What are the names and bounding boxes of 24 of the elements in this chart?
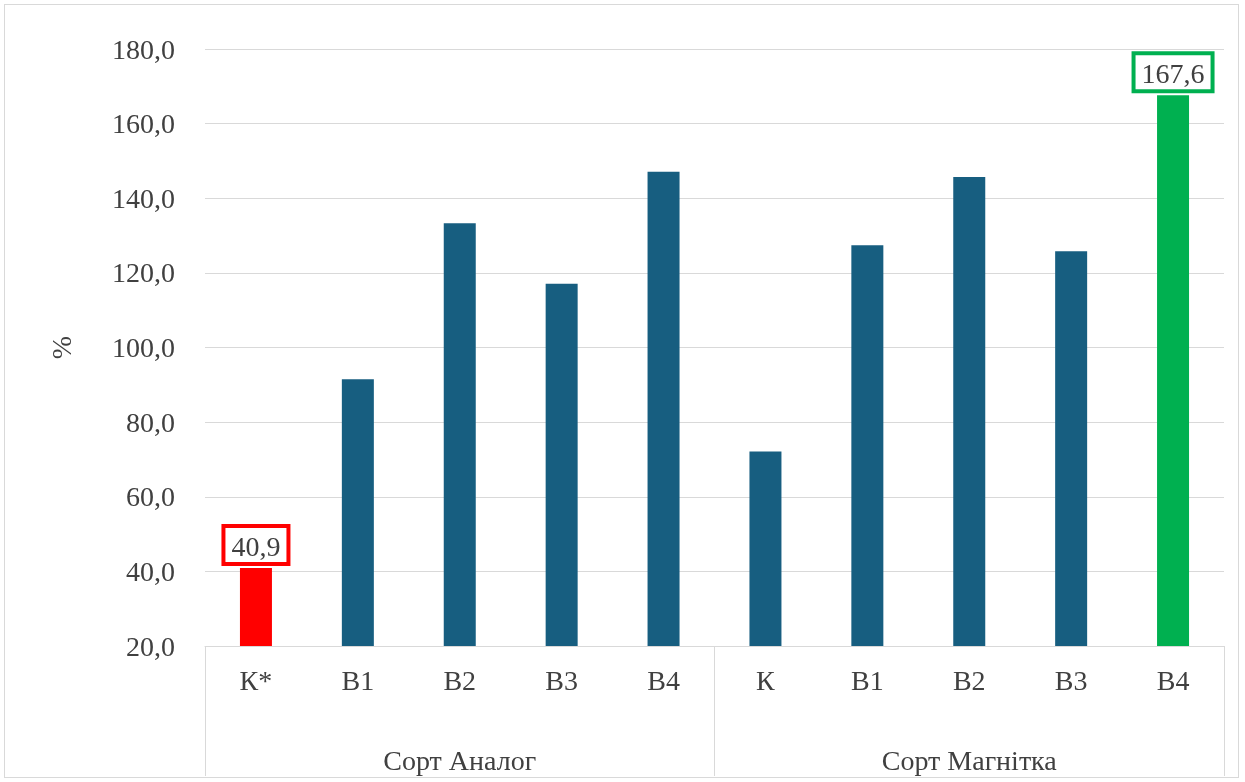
y-tick-label: 180,0 [112,33,175,65]
x-tick-label: В1 [341,664,375,696]
y-tick-label: 80,0 [126,406,175,438]
y-tick-label: 100,0 [112,332,175,363]
x-tick-label: В3 [545,664,578,696]
x-tick-label: В2 [952,664,986,696]
data-label: 167,6 [1141,57,1205,89]
data-label: 40,9 [231,530,281,562]
text: Сорт Аналог [383,744,537,776]
text: Сорт Магнітка [881,744,1058,776]
y-tick-label: 120,0 [112,257,175,289]
x-tick-label: В4 [647,664,680,696]
x-tick-label: К [756,664,776,696]
y-tick-label: 20,0 [126,630,175,662]
x-tick-label: В4 [1156,664,1190,696]
y-tick-label: 60,0 [126,481,175,513]
x-tick-label: В2 [443,664,477,696]
y-tick-label: 160,0 [112,108,175,140]
x-tick-label: К* [239,664,273,696]
x-tick-label: В1 [851,664,884,696]
y-tick-label: 40,0 [126,555,175,587]
y-tick-label: 140,0 [112,182,175,214]
x-tick-label: В3 [1054,664,1088,696]
y-axis-title: % [45,335,77,360]
